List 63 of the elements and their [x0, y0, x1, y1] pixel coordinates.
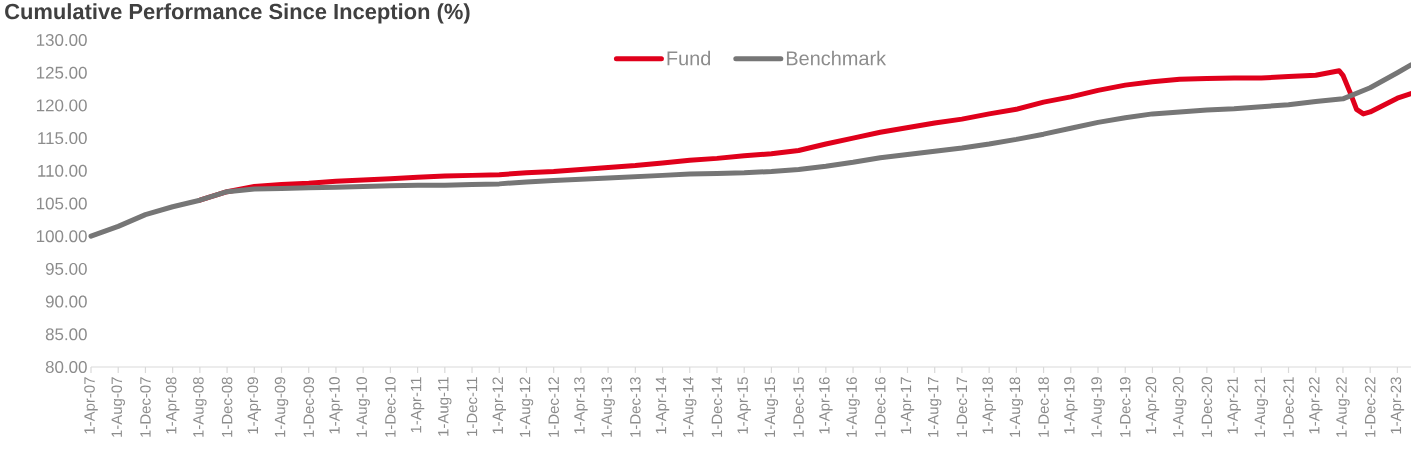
x-tick-label: 1-Apr-13 — [574, 377, 588, 434]
x-tick-label: 1-Dec-16 — [874, 377, 886, 437]
x-tick-label: 1-Aug-16 — [846, 377, 860, 437]
x-tick-label: 1-Apr-20 — [1145, 377, 1160, 434]
x-tick-label: 1-Aug-10 — [356, 377, 370, 437]
y-tick-label: 115.00 — [38, 132, 87, 145]
x-tick-label: 1-Apr-09 — [247, 377, 262, 434]
y-tick-label: 125.00 — [36, 66, 87, 79]
x-tick-label: 1-Aug-12 — [519, 377, 534, 437]
x-tick-label: 1-Apr-19 — [1064, 377, 1078, 434]
x-tick-label: 1-Dec-22 — [1364, 377, 1376, 437]
x-tick-label: 1-Aug-20 — [1172, 377, 1187, 437]
x-tick-label: 1-Apr-18 — [982, 377, 996, 434]
x-tick-label: 1-Apr-08 — [165, 377, 180, 434]
x-tick-label: 1-Aug-19 — [1091, 377, 1105, 437]
x-tick-label: 1-Dec-09 — [303, 377, 315, 437]
y-tick-label: 80.00 — [45, 361, 87, 373]
x-tick-label: 1-Dec-10 — [385, 377, 396, 437]
x-tick-label: 1-Dec-18 — [1038, 377, 1049, 437]
y-tick-label: 110.00 — [38, 164, 87, 177]
legend-label: Benchmark — [786, 50, 887, 66]
x-tick-label: 1-Dec-21 — [1283, 377, 1294, 437]
x-tick-label: 1-Apr-22 — [1308, 377, 1323, 434]
y-tick-label: 95.00 — [45, 262, 87, 275]
y-tick-label: 90.00 — [45, 295, 87, 308]
y-tick-label: 130.00 — [36, 34, 87, 46]
x-tick-label: 1-Apr-11 — [410, 377, 425, 433]
x-tick-label: 1-Aug-15 — [764, 377, 779, 437]
x-tick-label: 1-Apr-15 — [737, 377, 751, 434]
y-tick-label: 85.00 — [45, 328, 87, 341]
y-tick-label: 120.00 — [36, 99, 87, 112]
x-tick-label: 1-Aug-09 — [274, 377, 289, 437]
y-tick-label: 105.00 — [36, 197, 87, 210]
x-tick-label: 1-Apr-10 — [329, 377, 343, 434]
x-tick-label: 1-Dec-07 — [140, 377, 151, 437]
x-tick-label: 1-Dec-13 — [630, 377, 641, 437]
x-tick-label: 1-Apr-12 — [492, 377, 507, 434]
x-tick-label: 1-Dec-11 — [466, 377, 478, 436]
x-tick-label: 1-Apr-17 — [900, 377, 915, 434]
x-tick-label: 1-Dec-08 — [221, 377, 233, 437]
x-tick-label: 1-Aug-22 — [1336, 377, 1350, 437]
y-tick-label: 100.00 — [36, 230, 87, 243]
x-tick-label: 1-Aug-13 — [601, 377, 615, 437]
x-tick-label: 1-Dec-17 — [956, 377, 968, 437]
x-tick-label: 1-Aug-14 — [683, 376, 697, 437]
x-tick-label: 1-Apr-21 — [1227, 377, 1241, 434]
x-tick-label: 1-Dec-14 — [711, 376, 723, 437]
x-tick-label: 1-Aug-07 — [111, 377, 125, 437]
x-tick-label: 1-Dec-15 — [793, 377, 804, 437]
x-tick-label: 1-Dec-20 — [1201, 377, 1213, 437]
x-tick-label: 1-Aug-18 — [1009, 377, 1024, 437]
x-tick-label: 1-Aug-17 — [928, 377, 942, 437]
x-tick-label: 1-Aug-11 — [438, 377, 452, 436]
x-tick-label: 1-Apr-07 — [84, 377, 98, 434]
x-tick-label: 1-Apr-16 — [819, 377, 833, 434]
x-tick-label: 1-Aug-08 — [193, 377, 207, 437]
x-tick-label: 1-Dec-19 — [1119, 377, 1131, 437]
x-tick-label: 1-Apr-23 — [1390, 377, 1405, 434]
chart-title: Cumulative Performance Since Inception (%) — [5, 3, 470, 24]
x-tick-label: 1-Apr-14 — [655, 376, 670, 434]
x-tick-label: 1-Dec-12 — [548, 377, 559, 437]
x-tick-label: 1-Aug-21 — [1254, 377, 1269, 437]
legend-label: Fund — [667, 50, 711, 66]
